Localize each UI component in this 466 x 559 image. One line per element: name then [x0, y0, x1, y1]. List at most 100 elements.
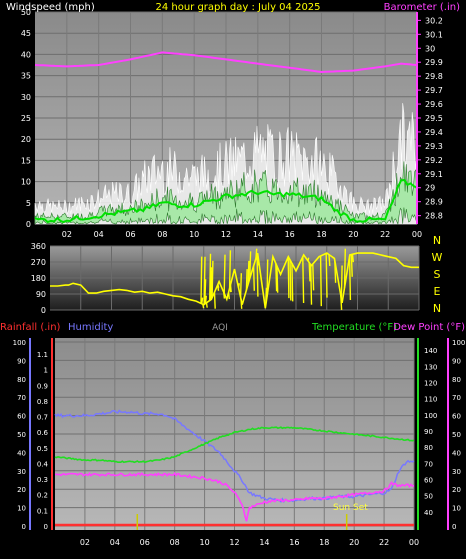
barometer-tick-label: 30 [425, 44, 435, 53]
humidity-outer-tick-label: 50 [17, 431, 26, 439]
rain-tick-label: 0.6 [37, 429, 49, 437]
humidity-outer-tick-label: 60 [17, 413, 26, 421]
barometer-tick-label: 30.2 [425, 16, 443, 25]
lower-x-tick-label: 06 [140, 538, 150, 547]
temperature-axis-label: Temperature (°F) [311, 322, 397, 333]
dewpoint-tick-label: 40 [452, 449, 461, 457]
wind-x-tick-label: 12 [221, 230, 231, 239]
barometer-tick-label: 29.3 [425, 142, 443, 151]
compass-label: W [432, 251, 443, 264]
dewpoint-line [54, 471, 415, 522]
wind-tick-label: 25 [21, 114, 31, 123]
humidity-axis-label: Humidity [68, 322, 113, 333]
dewpoint-tick-label: 80 [452, 376, 461, 384]
barometer-line [34, 51, 418, 74]
wind-tick-label: 0 [26, 220, 31, 229]
wind-tick-label: 35 [21, 72, 31, 81]
wind-direction-spikes [200, 248, 354, 310]
wind-x-tick-label: 02 [62, 230, 72, 239]
wind-axis-label: Windspeed (mph) [6, 2, 95, 13]
compass-label: S [434, 268, 441, 281]
rain-tick-label: 0.1 [37, 507, 48, 515]
temperature-tick-label: 90 [424, 428, 433, 436]
barometer-tick-label: 28.8 [425, 212, 443, 221]
rainfall-axis-label: Rainfall (.in) [0, 322, 61, 333]
temperature-tick-label: 100 [424, 412, 437, 420]
dewpoint-tick-label: 0 [452, 523, 456, 531]
wind-tick-label: 40 [21, 50, 31, 59]
rain-tick-label: 0.2 [37, 492, 48, 500]
dewpoint-tick-label: 10 [452, 505, 461, 513]
wind-tick-label: 5 [26, 199, 31, 208]
barometer-tick-label: 29.1 [425, 170, 443, 179]
humidity-outer-tick-label: 40 [17, 449, 26, 457]
barometer-tick-label: 29.6 [425, 100, 443, 109]
aqi-label: AQI [212, 323, 228, 333]
direction-tick-label: 270 [31, 258, 46, 267]
wind-x-tick-label: 04 [94, 230, 104, 239]
barometer-tick-label: 29.9 [425, 58, 443, 67]
sunset-label: Sun Set [333, 503, 368, 513]
wind-tick-label: 45 [21, 29, 31, 38]
dewpoint-tick-label: 90 [452, 357, 461, 365]
wind-x-tick-label: 20 [348, 230, 358, 239]
wind-x-tick-label: 10 [189, 230, 199, 239]
barometer-tick-label: 29.7 [425, 86, 443, 95]
lower-x-tick-label: 18 [319, 538, 329, 547]
temperature-tick-label: 130 [424, 363, 437, 371]
barometer-tick-label: 29 [425, 184, 435, 193]
barometer-tick-label: 28.9 [425, 198, 443, 207]
wind-x-tick-label: 16 [285, 230, 295, 239]
humidity-outer-tick-label: 20 [17, 486, 26, 494]
temperature-tick-label: 70 [424, 460, 433, 468]
dewpoint-tick-label: 70 [452, 394, 461, 402]
rain-tick-label: 0.7 [37, 414, 48, 422]
temperature-tick-label: 50 [424, 493, 433, 501]
barometer-tick-label: 30.1 [425, 30, 443, 39]
rain-tick-label: 0 [44, 523, 48, 531]
rain-tick-label: 0.3 [37, 476, 48, 484]
direction-tick-label: 90 [36, 290, 46, 299]
humidity-outer-tick-label: 0 [22, 523, 26, 531]
wind-x-tick-label: 22 [380, 230, 390, 239]
lower-x-tick-label: 10 [199, 538, 209, 547]
wind-x-tick-label: 18 [316, 230, 326, 239]
rain-tick-label: 0.5 [37, 445, 48, 453]
wind-tick-label: 30 [21, 93, 31, 102]
dewpoint-tick-label: 30 [452, 468, 461, 476]
wind-x-tick-label: 08 [157, 230, 167, 239]
lower-x-tick-label: 16 [289, 538, 299, 547]
dewpoint-tick-label: 50 [452, 431, 461, 439]
rain-tick-label: 1.1 [37, 351, 48, 359]
humidity-outer-tick-label: 90 [17, 357, 26, 365]
humidity-outer-tick-label: 30 [17, 468, 26, 476]
average-wind-line [34, 178, 418, 224]
chart-title: 24 hour graph day : July 04 2025 [155, 2, 320, 13]
barometer-tick-label: 29.2 [425, 156, 443, 165]
barometer-tick-label: 29.4 [425, 128, 443, 137]
wind-tick-label: 20 [21, 135, 31, 144]
temperature-tick-label: 110 [424, 396, 437, 404]
temperature-tick-label: 140 [424, 347, 437, 355]
wind-x-tick-label: 14 [253, 230, 263, 239]
lower-x-tick-label: 08 [170, 538, 180, 547]
humidity-outer-tick-label: 70 [17, 394, 26, 402]
wind-tick-label: 15 [21, 156, 31, 165]
dewpoint-tick-label: 100 [452, 339, 465, 347]
direction-tick-label: 0 [41, 306, 46, 315]
lower-x-tick-label: 22 [379, 538, 389, 547]
direction-tick-label: 180 [31, 274, 46, 283]
wind-tick-label: 50 [21, 8, 31, 17]
dewpoint-tick-label: 20 [452, 486, 461, 494]
lower-x-tick-label: 12 [229, 538, 239, 547]
temperature-tick-label: 40 [424, 509, 433, 517]
wind-direction-line [50, 252, 419, 309]
rain-tick-label: 0.8 [37, 398, 48, 406]
rain-tick-label: 1 [44, 367, 48, 375]
dewpoint-tick-label: 60 [452, 413, 461, 421]
temperature-tick-label: 80 [424, 444, 433, 452]
wind-x-tick-label: 00 [412, 230, 422, 239]
lower-x-tick-label: 04 [110, 538, 120, 547]
